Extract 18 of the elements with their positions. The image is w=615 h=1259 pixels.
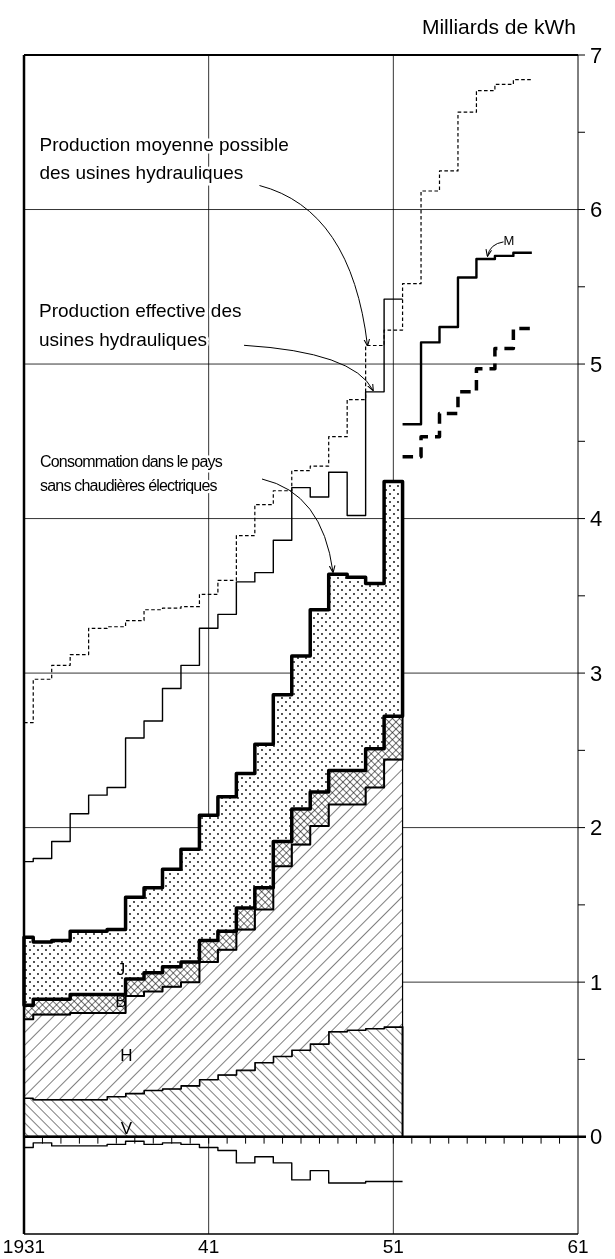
y-tick-label: 6: [590, 197, 603, 223]
y-tick-label: 1: [590, 969, 603, 995]
y-axis-title: Milliards de kWh: [421, 15, 576, 38]
y-tick-label: 7: [590, 42, 603, 68]
x-tick-label: 1931: [2, 1236, 46, 1257]
annotation: Production effective des usines hydrauliques: [39, 300, 242, 350]
x-tick-label: 41: [198, 1236, 220, 1257]
y-tick-label: 5: [590, 351, 603, 377]
annotation: J: [116, 959, 126, 979]
annotation: V: [120, 1118, 133, 1138]
x-tick-label: 61: [567, 1236, 589, 1257]
annotation: H: [120, 1045, 133, 1065]
y-tick-label: 4: [590, 506, 603, 532]
y-tick-label: 3: [590, 660, 603, 686]
y-tick-label: 0: [590, 1124, 603, 1150]
y-tick-label: 2: [590, 815, 603, 841]
annotation: M: [503, 232, 515, 248]
x-tick-label: 51: [382, 1236, 404, 1257]
